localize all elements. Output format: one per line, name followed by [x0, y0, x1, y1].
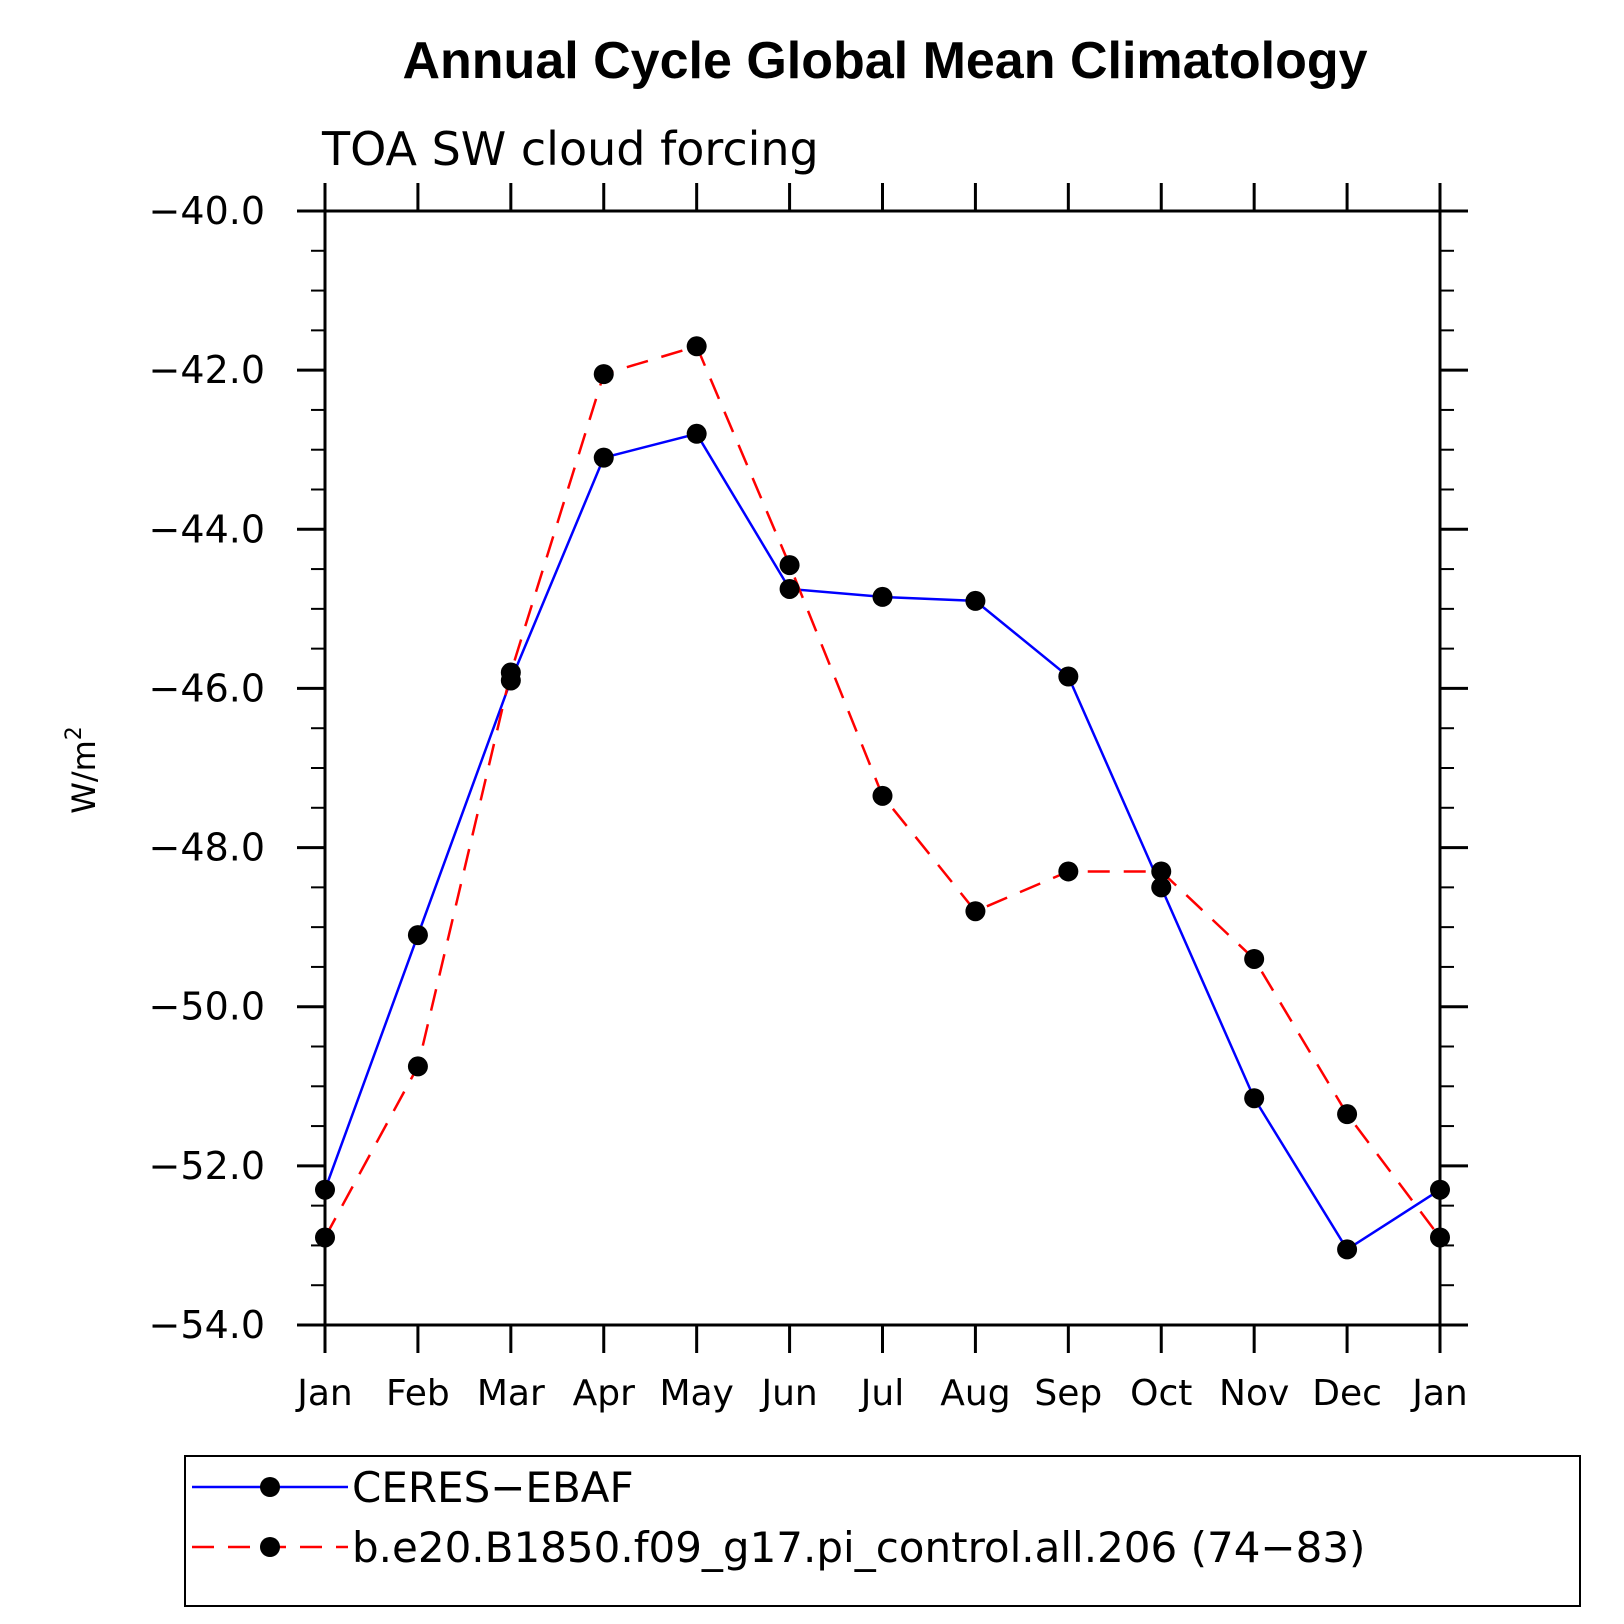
legend-marker-2 [260, 1537, 280, 1557]
legend-label-2: b.e20.B1850.f09_g17.pi_control.all.206 (… [352, 1523, 1365, 1572]
series-1-point [686, 423, 707, 444]
x-tick-label: Jun [759, 1373, 817, 1414]
y-tick-labels: −40.0 −42.0 −44.0 −46.0 −48.0 −50.0 −52.0 −54.0 [149, 189, 265, 1347]
series-1-point [1058, 666, 1079, 687]
series-1-point [1151, 877, 1172, 898]
series-1-point [872, 586, 893, 607]
x-tick-labels: Jan Feb Mar Apr May Jun Jul Aug Sep Oct Nov Dec Jan [295, 1373, 1468, 1414]
y-axis-label-unit: W/m [65, 740, 103, 814]
series-1-point [1244, 1088, 1265, 1109]
x-tick-label: Oct [1130, 1373, 1192, 1414]
series-1-point [1337, 1239, 1358, 1260]
legend-label-1: CERES−EBAF [352, 1463, 634, 1512]
y-tick-label: −46.0 [149, 666, 265, 710]
series-2-point [965, 901, 986, 922]
series-1-point [779, 578, 800, 599]
series-2-point [1244, 948, 1265, 969]
y-tick-label: −52.0 [149, 1144, 265, 1188]
x-tick-label: Jul [859, 1373, 904, 1414]
series-2-point [779, 555, 800, 576]
x-tick-label: Nov [1219, 1373, 1289, 1414]
x-tick-label: Apr [573, 1373, 635, 1414]
y-tick-label: −48.0 [149, 826, 265, 870]
series-2-point [872, 785, 893, 806]
y-tick-label: −54.0 [149, 1303, 265, 1347]
series-1-point [407, 925, 428, 946]
series-2-point [686, 336, 707, 357]
x-tick-label: Jan [295, 1373, 353, 1414]
x-tick-label: Feb [386, 1373, 450, 1414]
x-tick-label: May [659, 1373, 733, 1414]
y-tick-label: −40.0 [149, 189, 265, 233]
x-tick-label: Mar [477, 1373, 545, 1414]
plot-frame [323, 209, 1442, 1327]
x-tick-label: Aug [940, 1373, 1010, 1414]
y-tick-label: −42.0 [149, 348, 265, 392]
x-tick-label: Sep [1034, 1373, 1102, 1414]
series-2-point [1058, 861, 1079, 882]
series-2-point [593, 364, 614, 385]
series-1-point [965, 590, 986, 611]
y-axis-label-superscript: 2 [62, 726, 87, 740]
x-tick-label: Jan [1410, 1373, 1468, 1414]
legend: CERES−EBAF b.e20.B1850.f09_g17.pi_control… [192, 1463, 1365, 1572]
series-2-point [315, 1227, 335, 1248]
series-line-1 [323, 432, 1441, 1252]
chart-subtitle: TOA SW cloud forcing [321, 122, 819, 176]
x-tick-label: Dec [1312, 1373, 1382, 1414]
axis-ticks [297, 183, 1468, 1353]
series-2-point [500, 662, 521, 683]
y-tick-label: −50.0 [149, 985, 265, 1029]
series-2-point [407, 1056, 428, 1077]
series-1-point [315, 1179, 335, 1200]
legend-box [184, 1455, 1581, 1607]
series-2-point [1151, 861, 1172, 882]
series-layer [315, 336, 1450, 1260]
series-1-point [593, 447, 614, 468]
series-2-point [1337, 1104, 1358, 1125]
series-1-point [1430, 1179, 1450, 1200]
series-2-point [1430, 1227, 1450, 1248]
y-axis-label: W/m2 [62, 726, 103, 814]
y-tick-label: −44.0 [149, 507, 265, 551]
legend-marker-1 [260, 1477, 280, 1497]
chart-title: Annual Cycle Global Mean Climatology [402, 32, 1367, 90]
